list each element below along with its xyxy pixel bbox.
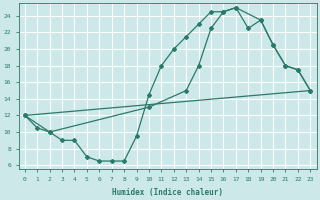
X-axis label: Humidex (Indice chaleur): Humidex (Indice chaleur) (112, 188, 223, 197)
